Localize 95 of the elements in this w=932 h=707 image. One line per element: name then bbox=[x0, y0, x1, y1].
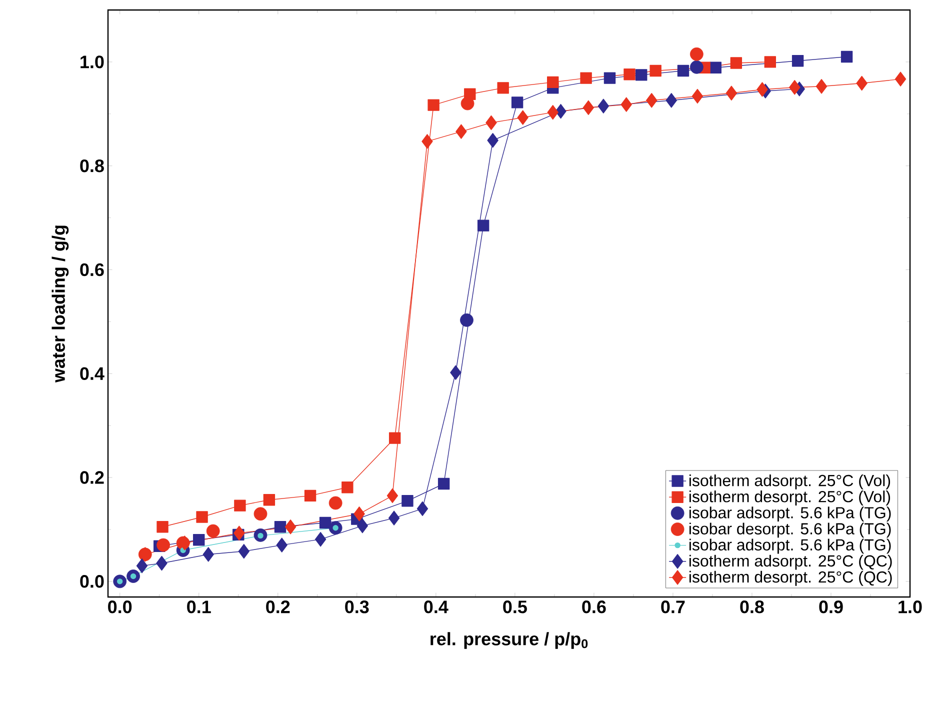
point bbox=[792, 55, 804, 67]
point bbox=[274, 521, 286, 533]
point bbox=[690, 47, 704, 61]
x-tick-label: 0.3 bbox=[345, 600, 369, 614]
point bbox=[456, 124, 467, 139]
legend-label: isobar adsorpt. 5.6 kPa (TG) bbox=[689, 538, 891, 554]
x-axis-title: rel. pressure / p/p$_{0}$ bbox=[430, 632, 588, 649]
point bbox=[604, 72, 616, 84]
point bbox=[692, 88, 704, 104]
point bbox=[238, 544, 250, 559]
point bbox=[354, 506, 365, 522]
legend-label: isotherm desorpt. 25°C (Vol) bbox=[689, 490, 890, 506]
point bbox=[486, 115, 497, 130]
x-tick-label: 0.9 bbox=[819, 600, 843, 614]
point bbox=[202, 547, 214, 562]
point bbox=[319, 516, 332, 529]
point bbox=[314, 532, 326, 547]
x-tick-label: 0.2 bbox=[266, 600, 290, 614]
y-tick-label: 1.0 bbox=[80, 56, 104, 68]
point bbox=[304, 490, 316, 502]
point bbox=[156, 521, 168, 533]
point bbox=[136, 558, 148, 574]
point bbox=[856, 76, 868, 91]
point bbox=[196, 511, 208, 523]
x-tick-label: 0.1 bbox=[187, 600, 211, 614]
point bbox=[730, 57, 742, 69]
point bbox=[816, 79, 828, 94]
point bbox=[450, 365, 462, 380]
y-tick-label: 0.2 bbox=[80, 471, 104, 484]
point bbox=[636, 69, 648, 81]
y-tick-label: 0.0 bbox=[80, 575, 104, 588]
point bbox=[894, 72, 906, 86]
point bbox=[710, 62, 722, 74]
point bbox=[284, 520, 296, 534]
point bbox=[422, 134, 433, 149]
point bbox=[234, 500, 246, 512]
point bbox=[388, 432, 401, 444]
point bbox=[547, 104, 558, 120]
y-tick-label: 0.4 bbox=[80, 367, 104, 380]
point bbox=[764, 56, 776, 68]
point bbox=[402, 495, 414, 507]
point bbox=[156, 556, 168, 571]
point bbox=[497, 82, 509, 94]
x-tick-label: 0.6 bbox=[582, 600, 606, 614]
point bbox=[342, 482, 354, 494]
point bbox=[598, 98, 610, 114]
point bbox=[677, 64, 690, 77]
point bbox=[547, 76, 559, 88]
point bbox=[460, 313, 474, 327]
point bbox=[206, 524, 220, 538]
point bbox=[666, 93, 677, 108]
point bbox=[756, 82, 768, 97]
legend-label: isotherm adsorpt. 25°C (Vol) bbox=[689, 474, 890, 490]
point bbox=[726, 86, 738, 100]
point bbox=[428, 99, 440, 111]
y-tick-label: 0.6 bbox=[80, 263, 104, 276]
y-tick-label: 0.8 bbox=[80, 159, 104, 172]
point bbox=[438, 478, 450, 490]
point bbox=[840, 50, 853, 63]
point bbox=[517, 110, 528, 125]
legend-label: isotherm adsorpt. 25°C (QC) bbox=[689, 554, 892, 570]
legend-label: isobar desorpt. 5.6 kPa (TG) bbox=[689, 522, 891, 538]
point bbox=[234, 526, 245, 540]
point bbox=[156, 538, 170, 552]
point bbox=[511, 96, 524, 108]
x-tick-label: 0.0 bbox=[108, 600, 132, 614]
point bbox=[388, 510, 400, 526]
point bbox=[416, 501, 428, 516]
point bbox=[328, 496, 342, 510]
point bbox=[624, 68, 636, 80]
x-tick-label: 0.8 bbox=[740, 600, 764, 614]
point bbox=[356, 518, 368, 534]
point bbox=[582, 100, 594, 116]
point bbox=[555, 104, 566, 119]
x-tick-label: 1.0 bbox=[898, 600, 922, 614]
point bbox=[386, 488, 398, 504]
point bbox=[690, 60, 704, 74]
point bbox=[646, 93, 658, 108]
x-tick-label: 0.5 bbox=[503, 600, 527, 614]
point bbox=[477, 220, 490, 232]
point bbox=[193, 534, 205, 546]
point bbox=[650, 64, 662, 77]
x-tick-label: 0.4 bbox=[424, 600, 448, 614]
point bbox=[789, 80, 800, 95]
legend-label: isotherm desorpt. 25°C (QC) bbox=[689, 570, 892, 586]
legend-label: isobar adsorpt. 5.6 kPa (TG) bbox=[689, 506, 891, 522]
point bbox=[487, 133, 498, 148]
point bbox=[254, 507, 268, 521]
point bbox=[580, 72, 592, 84]
point bbox=[276, 538, 288, 552]
point bbox=[620, 97, 632, 112]
x-tick-label: 0.7 bbox=[661, 600, 685, 614]
y-axis-title: water loading / g/g bbox=[52, 226, 69, 383]
point bbox=[460, 96, 474, 110]
point bbox=[263, 494, 276, 506]
